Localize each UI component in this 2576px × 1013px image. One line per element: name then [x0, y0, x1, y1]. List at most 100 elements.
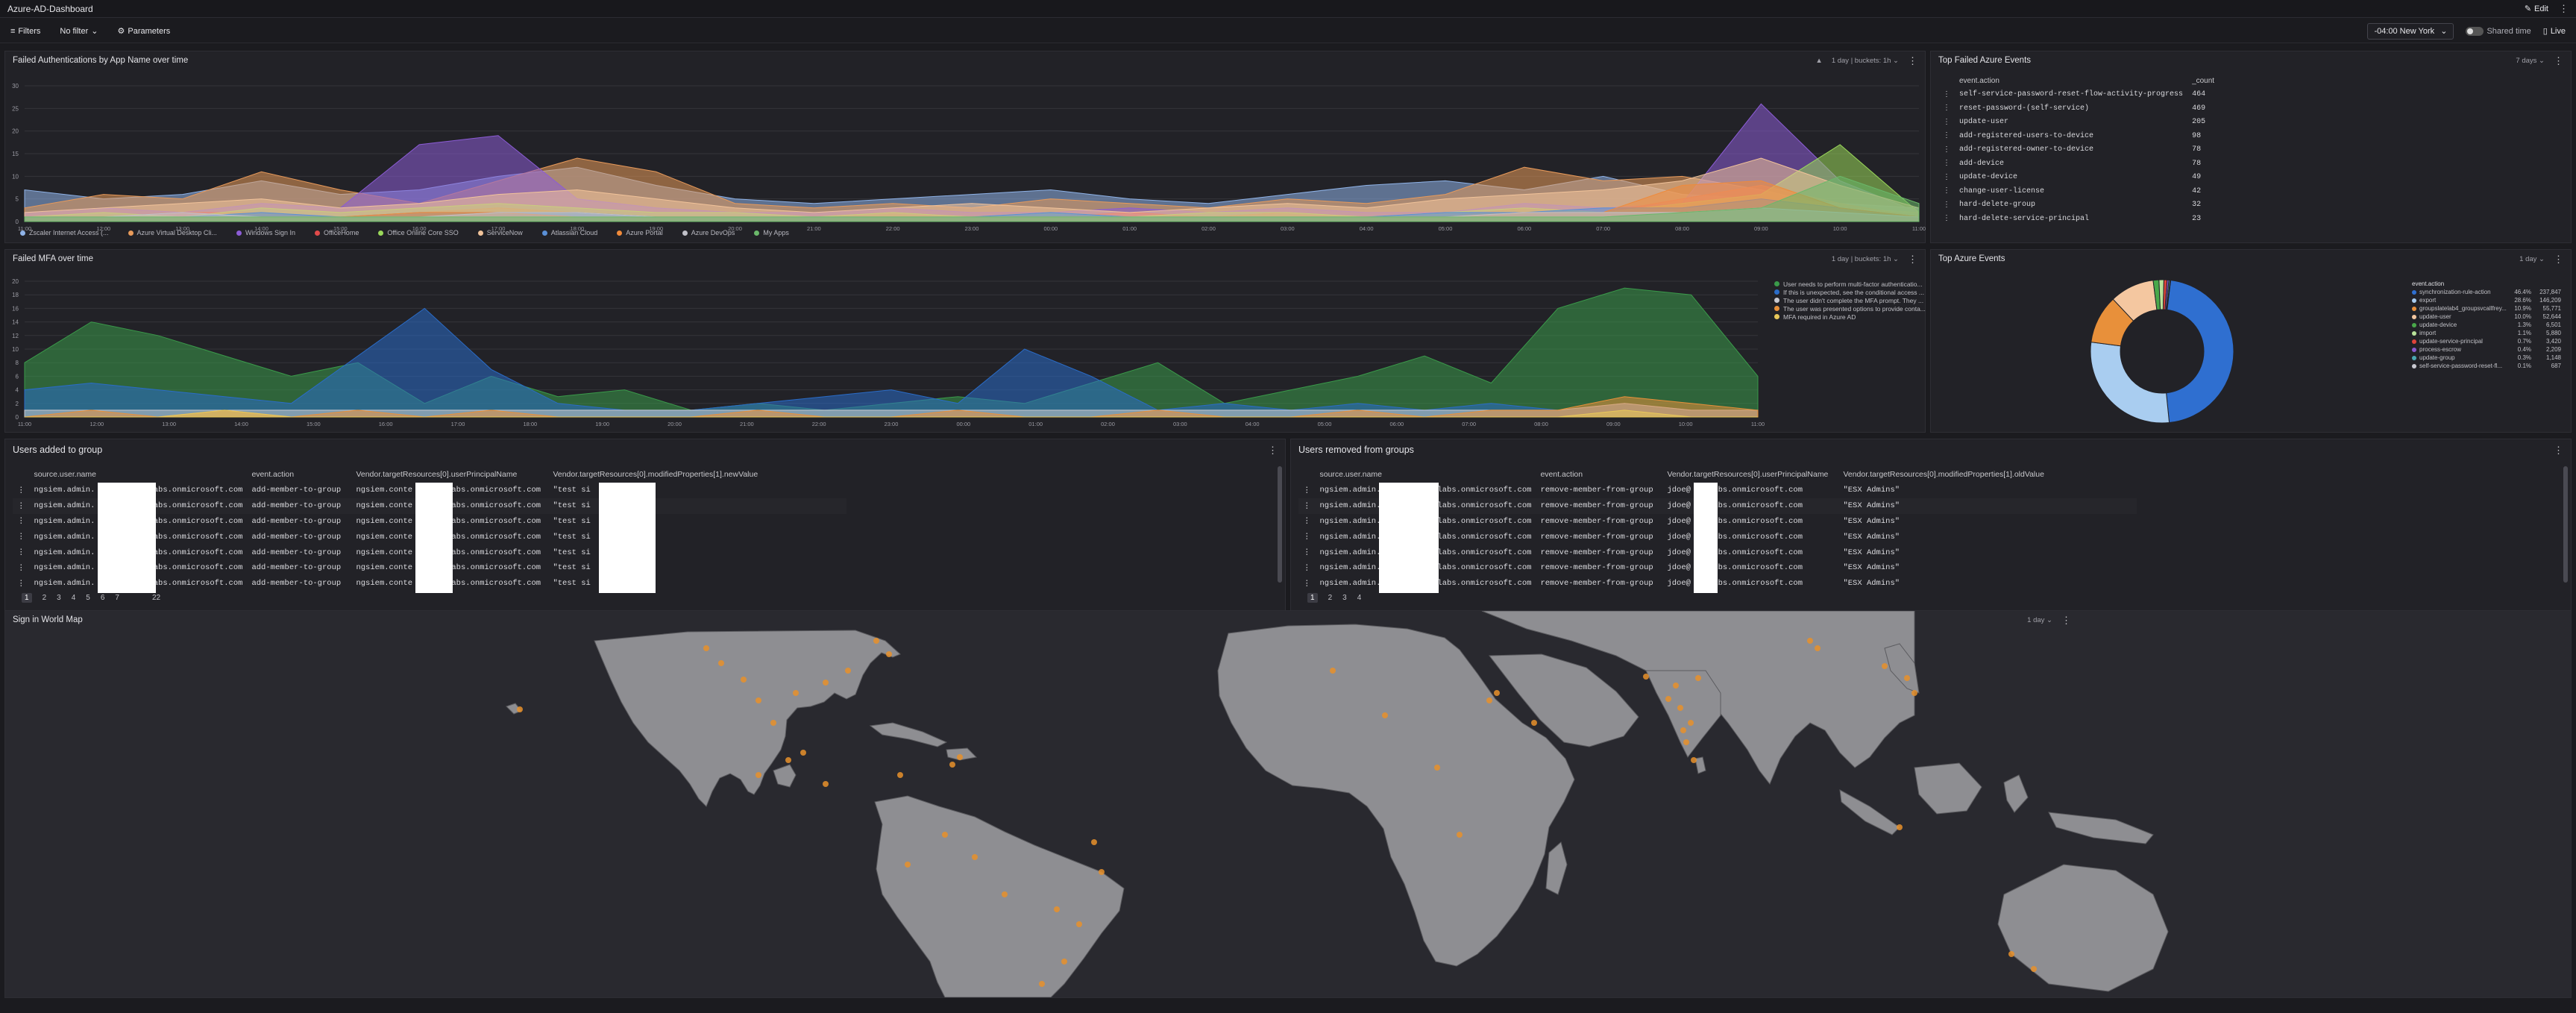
row-handle-icon[interactable]: ⋮: [1943, 201, 1950, 210]
legend-item[interactable]: The user didn't complete the MFA prompt.…: [1774, 296, 1926, 304]
range-dropdown[interactable]: 1 day ⌄: [2519, 254, 2545, 263]
row-handle-icon[interactable]: ⋮: [17, 548, 25, 558]
column-header[interactable]: _count: [2192, 76, 2215, 85]
column-header[interactable]: event.action: [1540, 470, 1583, 479]
legend-item[interactable]: update-device 1.3% 6,501: [2412, 321, 2561, 329]
row-handle-icon[interactable]: ⋮: [1303, 548, 1311, 558]
table-row[interactable]: ⋮ hard-delete-service-principal 23: [1938, 212, 2219, 226]
timezone-select[interactable]: -04:00 New York ⌄: [2367, 22, 2454, 40]
page-button[interactable]: 7: [115, 594, 119, 602]
table-row[interactable]: ⋮ ngsiem.admin. labs.onmicrosoft.com remove…: [1298, 514, 2137, 530]
page-button[interactable]: 4: [1357, 594, 1362, 602]
page-button[interactable]: 1: [22, 593, 32, 603]
row-handle-icon[interactable]: ⋮: [1943, 173, 1950, 182]
row-handle-icon[interactable]: ⋮: [1303, 486, 1311, 495]
legend-item[interactable]: Zscaler Internet Access (...: [20, 229, 109, 236]
row-handle-icon[interactable]: ⋮: [1303, 579, 1311, 589]
column-header[interactable]: Vendor.targetResources[0].modifiedProper…: [553, 470, 758, 479]
column-header[interactable]: event.action: [251, 470, 295, 479]
table-row[interactable]: ⋮ ngsiem.admin. labs.onmicrosoft.com add-me…: [13, 529, 846, 545]
column-header[interactable]: Vendor.targetResources[0].userPrincipalN…: [356, 470, 518, 479]
range-dropdown[interactable]: 7 days ⌄: [2516, 56, 2545, 65]
legend-item[interactable]: export 28.6% 146,209: [2412, 296, 2561, 304]
legend-item[interactable]: MFA required in Azure AD: [1774, 313, 1926, 321]
panel-menu-icon[interactable]: ⋮: [2554, 444, 2563, 456]
legend-item[interactable]: update-group 0.3% 1,148: [2412, 354, 2561, 362]
table-row[interactable]: ⋮ ngsiem.admin. labs.onmicrosoft.com add-me…: [13, 483, 846, 498]
page-button[interactable]: 4: [71, 594, 76, 602]
row-handle-icon[interactable]: ⋮: [17, 563, 25, 573]
legend-item[interactable]: OfficeHome: [314, 229, 359, 236]
panel-menu-icon[interactable]: ⋮: [2061, 614, 2071, 626]
legend-item[interactable]: import 1.1% 5,880: [2412, 329, 2561, 337]
vertical-scrollbar[interactable]: [1278, 466, 1282, 583]
page-button[interactable]: 2: [42, 594, 47, 602]
table-row[interactable]: ⋮ add-registered-owner-to-device 78: [1938, 143, 2219, 157]
legend-item[interactable]: groupslatelab4_groupsvcallfrey... 10.9% 55…: [2412, 304, 2561, 313]
row-handle-icon[interactable]: ⋮: [17, 486, 25, 495]
row-handle-icon[interactable]: ⋮: [1303, 563, 1311, 573]
parameters-button[interactable]: ⚙ Parameters: [117, 26, 171, 37]
row-handle-icon[interactable]: ⋮: [13, 498, 30, 514]
table-row[interactable]: ⋮ change-user-license 42: [1938, 184, 2219, 198]
row-handle-icon[interactable]: ⋮: [1943, 132, 1950, 141]
column-header[interactable]: Vendor.targetResources[0].userPrincipalN…: [1667, 470, 1829, 479]
vertical-scrollbar[interactable]: [2563, 466, 2568, 583]
range-dropdown[interactable]: 1 day | buckets: 1h ⌄: [1831, 56, 1899, 65]
legend-item[interactable]: Windows Sign In: [236, 229, 295, 236]
page-button[interactable]: 2: [1328, 594, 1333, 602]
panel-menu-icon[interactable]: ⋮: [2554, 253, 2563, 265]
table-row[interactable]: ⋮ self-service-password-reset-flow-activi…: [1938, 88, 2219, 102]
legend-item[interactable]: User needs to perform multi-factor authe…: [1774, 280, 1926, 288]
filters-button[interactable]: ≡ Filters: [10, 26, 41, 36]
page-button[interactable]: 5: [86, 594, 90, 602]
panel-menu-icon[interactable]: ⋮: [1268, 444, 1278, 456]
page-button[interactable]: 1: [1307, 593, 1318, 603]
legend-item[interactable]: Azure Virtual Desktop Cli...: [128, 229, 217, 236]
row-handle-icon[interactable]: ⋮: [1943, 215, 1950, 224]
page-button[interactable]: 22: [151, 594, 161, 602]
legend-item[interactable]: Atlassian Cloud: [541, 229, 597, 236]
legend-item[interactable]: ServiceNow: [477, 229, 523, 236]
panel-menu-icon[interactable]: ⋮: [1908, 54, 1917, 66]
table-row[interactable]: ⋮ ngsiem.admin. labs.onmicrosoft.com remove…: [1298, 545, 2137, 560]
column-header[interactable]: Vendor.targetResources[0].modifiedProper…: [1843, 470, 2044, 479]
legend-item[interactable]: synchronization-rule-action 46.4% 237,847: [2412, 288, 2561, 296]
legend-item[interactable]: My Apps: [754, 229, 789, 236]
shared-time-toggle[interactable]: Shared time: [2466, 26, 2531, 36]
row-handle-icon[interactable]: ⋮: [1303, 533, 1311, 542]
panel-menu-icon[interactable]: ⋮: [2554, 54, 2563, 66]
column-header[interactable]: source.user.name: [34, 470, 96, 479]
page-button[interactable]: 3: [1342, 594, 1347, 602]
row-handle-icon[interactable]: ⋮: [17, 579, 25, 589]
legend-item[interactable]: Office Online Core SSO: [378, 229, 459, 236]
legend-item[interactable]: self-service-password-reset-fl... 0.1% 687: [2412, 362, 2561, 370]
table-row[interactable]: ⋮ ngsiem.admin. labs.onmicrosoft.com add-me…: [13, 560, 846, 576]
row-handle-icon[interactable]: ⋮: [1298, 498, 1316, 514]
column-header[interactable]: source.user.name: [1319, 470, 1382, 479]
row-handle-icon[interactable]: ⋮: [1943, 160, 1950, 169]
row-handle-icon[interactable]: ⋮: [1303, 517, 1311, 527]
page-button[interactable]: 6: [100, 594, 105, 602]
panel-menu-icon[interactable]: ⋮: [1908, 253, 1917, 265]
column-header[interactable]: event.action: [1959, 76, 1999, 85]
table-row[interactable]: ⋮ ngsiem.admin. labs.onmicrosoft.com remove…: [1298, 576, 2137, 592]
row-handle-icon[interactable]: ⋮: [1943, 145, 1950, 154]
legend-item[interactable]: The user was presented options to provid…: [1774, 304, 1926, 313]
table-row[interactable]: ⋮ ngsiem.admin. labs.onmicrosoft.com add-me…: [13, 576, 846, 592]
table-row[interactable]: ⋮ add-registered-users-to-device 98: [1938, 129, 2219, 143]
table-row[interactable]: ⋮ ngsiem.admin. labs.onmicrosoft.com remove…: [1298, 483, 2137, 498]
row-handle-icon[interactable]: ⋮: [1943, 90, 1950, 99]
table-row[interactable]: ⋮ ngsiem.admin. labs.onmicrosoft.com add-me…: [13, 514, 846, 530]
table-row[interactable]: ⋮ ngsiem.admin. labs.onmicrosoft.com remove…: [1298, 560, 2137, 576]
menu-button[interactable]: ⋮: [2559, 4, 2569, 13]
row-handle-icon[interactable]: ⋮: [17, 533, 25, 542]
row-handle-icon[interactable]: ⋮: [1943, 104, 1950, 113]
table-row[interactable]: ⋮ update-device 49: [1938, 171, 2219, 185]
page-button[interactable]: 3: [57, 594, 61, 602]
edit-button[interactable]: ✎ Edit: [2524, 4, 2548, 14]
legend-item[interactable]: update-user 10.0% 52,644: [2412, 313, 2561, 321]
legend-item[interactable]: Azure Portal: [617, 229, 663, 236]
sign-in-world-map[interactable]: [5, 611, 2571, 997]
legend-item[interactable]: process-escrow 0.4% 2,209: [2412, 345, 2561, 354]
